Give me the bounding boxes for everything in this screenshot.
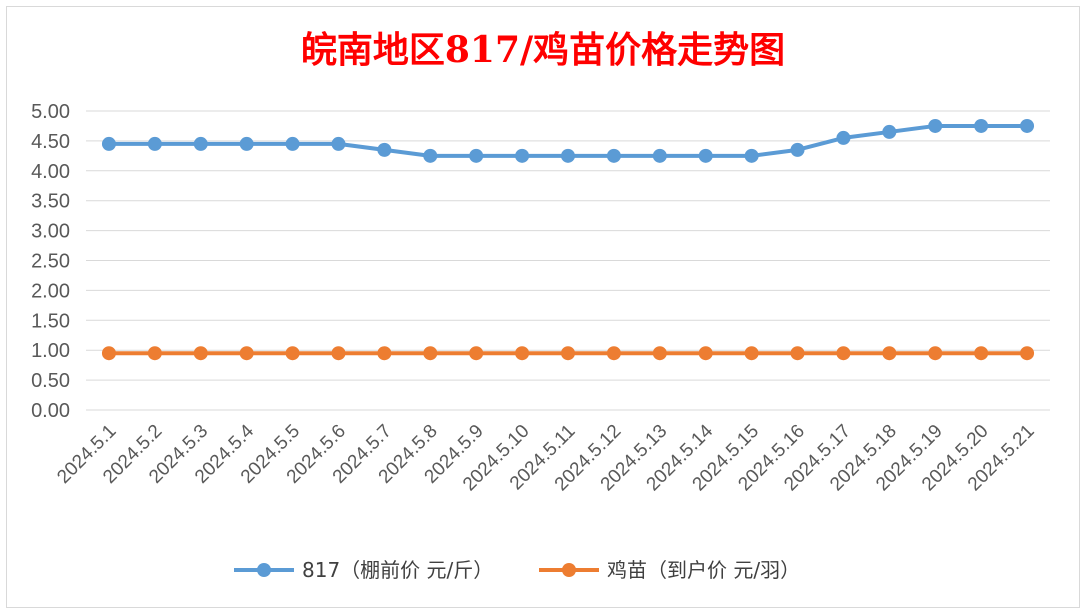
x-axis-ticks: 2024.5.12024.5.22024.5.32024.5.42024.5.5… xyxy=(53,420,1038,495)
legend-item: 817（棚前价 元/斤） xyxy=(234,558,493,582)
data-point xyxy=(377,142,392,157)
data-point xyxy=(882,346,897,361)
data-point xyxy=(698,346,713,361)
y-tick-label: 2.00 xyxy=(31,280,70,302)
y-tick-label: 1.00 xyxy=(31,340,70,362)
y-tick-label: 5.00 xyxy=(31,101,70,123)
data-point xyxy=(561,346,575,361)
data-point xyxy=(331,346,346,361)
y-tick-label: 4.50 xyxy=(31,131,70,153)
data-point xyxy=(515,346,530,361)
legend: 817（棚前价 元/斤） 鸡苗（到户价 元/羽） xyxy=(234,558,800,582)
data-point xyxy=(285,346,300,361)
y-tick-label: 1.50 xyxy=(31,310,70,332)
data-point xyxy=(652,148,667,163)
data-point xyxy=(790,142,805,157)
data-point xyxy=(836,130,851,145)
data-point xyxy=(147,136,162,151)
y-tick-label: 3.50 xyxy=(31,191,70,213)
data-point xyxy=(836,346,851,361)
data-point xyxy=(1020,118,1035,133)
y-axis-ticks: 0.00 0.50 1.00 1.50 2.00 2.50 3.00 3.50 4.00 4.50… xyxy=(31,101,70,422)
data-point xyxy=(698,148,713,163)
y-tick-label: 3.00 xyxy=(31,221,70,243)
legend-label: 817（棚前价 元/斤） xyxy=(302,558,493,582)
chart-area xyxy=(6,6,1080,608)
y-tick-label: 0.00 xyxy=(31,400,70,422)
data-point xyxy=(285,136,300,151)
data-point xyxy=(239,346,254,361)
data-point xyxy=(744,148,759,163)
data-point xyxy=(1020,346,1035,361)
data-point xyxy=(469,346,484,361)
data-point xyxy=(744,346,759,361)
data-point xyxy=(515,148,530,163)
data-point xyxy=(974,346,989,361)
y-tick-label: 2.50 xyxy=(31,251,70,273)
data-point xyxy=(423,148,438,163)
data-point xyxy=(469,148,484,163)
data-point xyxy=(606,346,621,361)
data-point xyxy=(974,118,989,133)
series-lines xyxy=(101,118,1035,361)
chart-title: 皖南地区817/鸡苗价格走势图 xyxy=(301,29,785,71)
data-point xyxy=(331,136,346,151)
legend-marker xyxy=(562,563,576,577)
data-point xyxy=(377,346,392,361)
data-point xyxy=(239,136,254,151)
data-point xyxy=(193,136,208,151)
data-point xyxy=(193,346,208,361)
data-point xyxy=(606,148,621,163)
y-tick-label: 0.50 xyxy=(31,370,70,392)
data-point xyxy=(101,136,116,151)
data-point xyxy=(928,118,943,133)
legend-marker xyxy=(257,563,271,577)
data-point xyxy=(147,346,162,361)
data-point xyxy=(928,346,943,361)
data-point xyxy=(423,346,438,361)
data-point xyxy=(561,148,575,163)
legend-item: 鸡苗（到户价 元/羽） xyxy=(539,558,800,582)
data-point xyxy=(101,346,116,361)
series-2 xyxy=(101,346,1035,361)
series-1 xyxy=(101,118,1035,163)
legend-label: 鸡苗（到户价 元/羽） xyxy=(607,558,800,582)
data-point xyxy=(882,124,897,139)
data-point xyxy=(790,346,805,361)
y-tick-label: 4.00 xyxy=(31,161,70,183)
data-point xyxy=(652,346,667,361)
